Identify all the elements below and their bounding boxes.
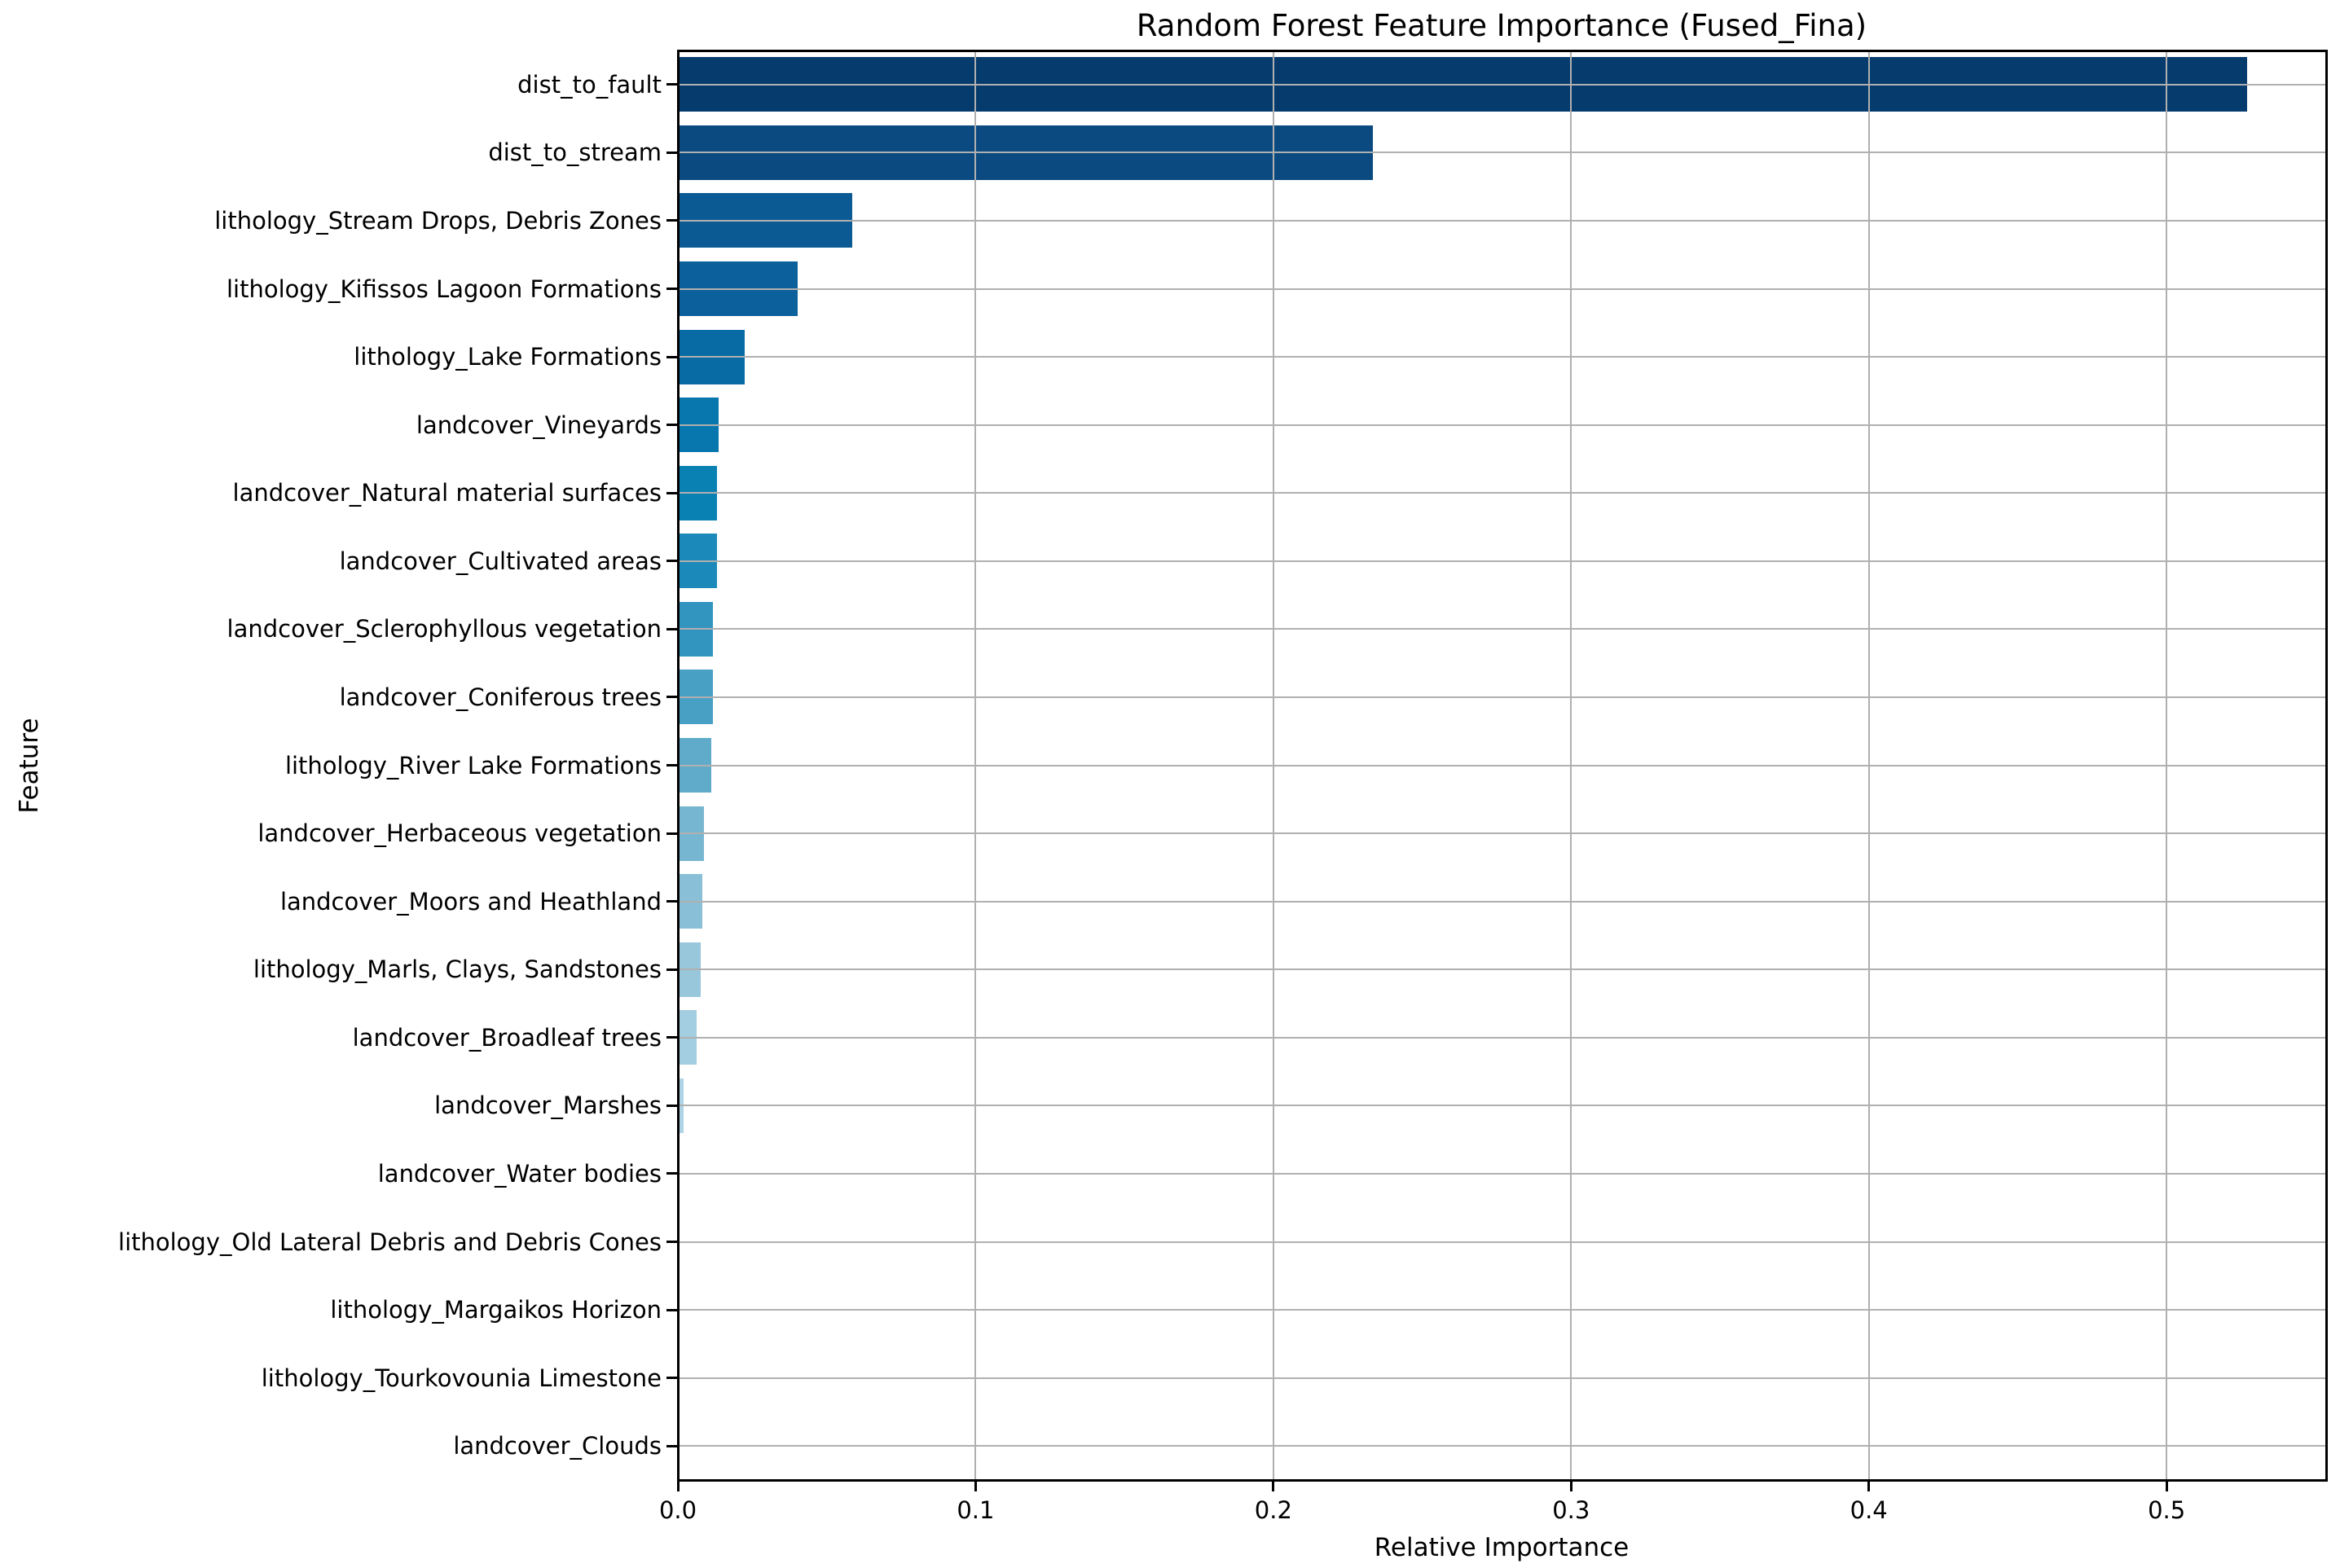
y-tick-label: dist_to_stream [488, 138, 662, 167]
left-spine [676, 49, 680, 1482]
y-tick-mark [666, 288, 678, 290]
h-gridline [678, 152, 2326, 154]
h-gridline [678, 1241, 2326, 1243]
chart-title: Random Forest Feature Importance (Fused_… [1136, 8, 1867, 43]
y-tick-label: lithology_Kifissos Lagoon Formations [226, 275, 662, 303]
y-tick-label: landcover_Marshes [434, 1091, 662, 1120]
x-tick-mark [974, 1480, 977, 1491]
x-axis-label: Relative Importance [1374, 1533, 1630, 1562]
v-gridline [1867, 51, 1870, 1480]
y-tick-mark [666, 151, 678, 154]
y-tick-mark [666, 627, 678, 630]
h-gridline [678, 492, 2326, 494]
y-tick-label: lithology_Lake Formations [354, 343, 662, 371]
x-tick-label: 0.1 [957, 1496, 995, 1524]
y-tick-mark [666, 1036, 678, 1039]
y-tick-mark [666, 832, 678, 835]
h-gridline [678, 900, 2326, 903]
h-gridline [678, 288, 2326, 290]
y-tick-label: landcover_Herbaceous vegetation [257, 819, 662, 848]
y-tick-mark [666, 219, 678, 222]
x-tick-mark [1867, 1480, 1871, 1491]
bottom-spine [676, 1478, 2328, 1482]
h-gridline [678, 1172, 2326, 1175]
h-gridline [678, 696, 2326, 698]
h-gridline [678, 424, 2326, 426]
y-tick-mark [666, 560, 678, 563]
x-tick-mark [676, 1480, 680, 1491]
x-tick-mark [2165, 1480, 2168, 1491]
x-tick-label: 0.2 [1254, 1496, 1292, 1524]
y-tick-mark [666, 1377, 678, 1380]
h-gridline [678, 1105, 2326, 1107]
v-gridline [1272, 51, 1274, 1480]
y-tick-label: landcover_Moors and Heathland [279, 887, 662, 916]
h-gridline [678, 1445, 2326, 1447]
y-tick-mark [666, 1241, 678, 1243]
h-gridline [678, 1036, 2326, 1039]
v-gridline [2166, 51, 2168, 1480]
x-tick-mark [1569, 1480, 1572, 1491]
y-tick-mark [666, 355, 678, 358]
y-tick-mark [666, 1104, 678, 1107]
h-gridline [678, 1309, 2326, 1311]
y-tick-mark [666, 900, 678, 903]
h-gridline [678, 356, 2326, 358]
y-tick-label: landcover_Broadleaf trees [352, 1023, 662, 1052]
h-gridline [678, 628, 2326, 630]
y-tick-label: landcover_Coniferous trees [339, 683, 662, 711]
y-tick-label: lithology_River Lake Formations [284, 751, 662, 780]
v-gridline [1570, 51, 1572, 1480]
y-tick-label: lithology_Old Lateral Debris and Debris … [118, 1228, 662, 1256]
h-gridline [678, 832, 2326, 835]
x-tick-label: 0.3 [1552, 1496, 1590, 1524]
y-tick-mark [666, 1308, 678, 1311]
y-tick-label: dist_to_fault [517, 70, 662, 99]
y-tick-label: landcover_Cultivated areas [339, 547, 662, 575]
x-tick-label: 0.5 [2148, 1496, 2186, 1524]
x-tick-label: 0.0 [658, 1496, 697, 1524]
y-tick-mark [666, 968, 678, 971]
x-tick-mark [1272, 1480, 1275, 1491]
v-gridline [974, 51, 977, 1480]
right-spine [2325, 49, 2328, 1482]
h-gridline [678, 1377, 2326, 1379]
y-tick-mark [666, 1172, 678, 1175]
h-gridline [678, 764, 2326, 766]
h-gridline [678, 83, 2326, 86]
plot-area [678, 51, 2326, 1480]
y-tick-mark [666, 696, 678, 699]
y-tick-label: landcover_Natural material surfaces [232, 479, 662, 507]
y-tick-label: landcover_Vineyards [416, 411, 662, 439]
y-tick-label: lithology_Marls, Clays, Sandstones [253, 955, 662, 984]
y-tick-label: landcover_Sclerophyllous vegetation [227, 615, 662, 643]
y-tick-label: landcover_Clouds [453, 1432, 662, 1460]
y-tick-label: lithology_Margaikos Horizon [330, 1296, 662, 1324]
h-gridline [678, 219, 2326, 222]
top-spine [676, 49, 2328, 52]
y-tick-mark [666, 491, 678, 494]
y-tick-mark [666, 1444, 678, 1447]
h-gridline [678, 560, 2326, 562]
y-tick-label: lithology_Tourkovounia Limestone [261, 1364, 662, 1392]
y-tick-label: lithology_Stream Drops, Debris Zones [214, 206, 662, 235]
y-tick-mark [666, 83, 678, 86]
x-tick-label: 0.4 [1850, 1496, 1888, 1524]
h-gridline [678, 968, 2326, 971]
y-tick-mark [666, 764, 678, 766]
y-tick-mark [666, 424, 678, 427]
y-tick-label: landcover_Water bodies [377, 1159, 662, 1188]
